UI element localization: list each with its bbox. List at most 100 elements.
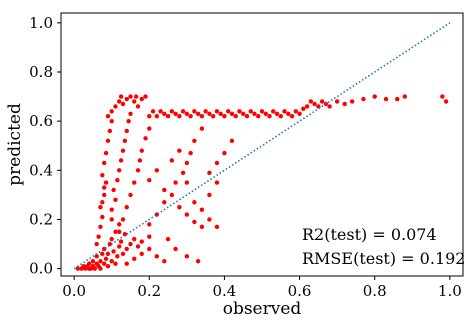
scatter-point xyxy=(109,109,114,114)
scatter-point xyxy=(147,246,152,252)
scatter-point xyxy=(162,187,167,193)
scatter-point xyxy=(158,109,163,114)
scatter-point xyxy=(126,118,131,124)
scatter-point xyxy=(132,99,137,104)
scatter-point xyxy=(100,214,105,220)
scatter-point xyxy=(124,261,129,266)
scatter-point xyxy=(147,234,152,239)
scatter-point xyxy=(177,148,182,153)
scatter-point xyxy=(402,94,407,99)
x-tick-label: 0.4 xyxy=(213,282,237,300)
scatter-point xyxy=(132,236,137,242)
scatter-point xyxy=(162,111,167,116)
scatter-point xyxy=(173,246,178,252)
scatter-point xyxy=(120,251,126,257)
scatter-point xyxy=(267,114,272,119)
scatter-point xyxy=(214,109,220,114)
scatter-point xyxy=(282,109,287,114)
scatter-point xyxy=(342,101,347,107)
scatter-point xyxy=(278,114,283,119)
scatter-point xyxy=(225,109,231,114)
scatter-point xyxy=(132,256,137,261)
scatter-point xyxy=(109,207,114,212)
scatter-point xyxy=(107,128,113,134)
scatter-point xyxy=(117,229,122,234)
scatter-point xyxy=(139,251,144,257)
scatter-point xyxy=(135,104,141,109)
scatter-point xyxy=(192,200,197,205)
scatter-point xyxy=(192,219,197,225)
ticks-layer: 0.0 0.2 0.4 0.6 0.8 1.0 0.0 0.2 0.4 0.6 0.8 1.0 xyxy=(29,14,462,300)
scatter-point xyxy=(135,244,141,249)
scatter-point xyxy=(98,224,103,230)
scatter-point xyxy=(100,173,105,178)
scatter-point xyxy=(184,180,190,185)
scatter-point xyxy=(96,234,101,239)
scatter-point xyxy=(199,126,205,131)
scatter-point xyxy=(154,168,159,173)
scatter-point xyxy=(207,217,212,222)
scatter-point xyxy=(184,254,190,259)
scatter-point xyxy=(105,263,111,269)
scatter-point xyxy=(111,187,116,193)
scatter-point xyxy=(117,168,122,173)
scatter-point xyxy=(113,104,118,109)
scatter-point xyxy=(162,259,167,264)
scatter-point xyxy=(117,244,122,249)
scatter-point xyxy=(94,254,99,259)
scatter-point xyxy=(122,138,128,144)
scatter-point xyxy=(120,101,126,107)
scatter-point xyxy=(195,111,201,116)
scatter-point xyxy=(195,259,201,264)
r2-annotation: R2(test) = 0.074 xyxy=(302,225,437,244)
scatter-point xyxy=(165,114,171,119)
scatter-point xyxy=(113,229,118,234)
scatter-point xyxy=(222,150,227,156)
scatter-point xyxy=(124,128,129,134)
scatter-point xyxy=(111,249,116,254)
scatter-point xyxy=(105,138,111,144)
scatter-point xyxy=(304,104,310,109)
scatter-point xyxy=(113,197,118,202)
scatter-point xyxy=(135,168,141,173)
scatter-point xyxy=(118,239,124,244)
x-tick-label: 0.8 xyxy=(363,282,387,300)
scatter-point xyxy=(128,241,133,247)
scatter-point xyxy=(154,114,159,119)
scatter-point xyxy=(244,114,250,119)
scatter-point xyxy=(120,217,126,222)
scatter-point xyxy=(109,236,114,242)
scatter-point xyxy=(137,158,143,163)
scatter-point xyxy=(98,259,103,264)
scatter-point xyxy=(308,99,314,104)
scatter-point xyxy=(443,99,449,104)
scatter-point xyxy=(293,109,299,114)
scatter-point xyxy=(103,256,109,261)
scatter-point xyxy=(120,148,126,153)
scatter-point xyxy=(184,212,190,217)
scatter-point xyxy=(252,111,257,116)
scatter-point xyxy=(105,251,111,257)
scatter-point xyxy=(98,266,103,271)
scatter-point xyxy=(289,114,295,119)
scatter-point xyxy=(327,104,332,109)
scatter-point xyxy=(259,109,265,114)
scatter-point xyxy=(169,158,175,163)
scatter-point xyxy=(361,96,366,102)
scatter-point xyxy=(102,185,107,190)
scatter-point xyxy=(113,261,118,266)
scatter-point xyxy=(154,254,159,259)
scatter-point xyxy=(222,114,227,119)
scatter-point xyxy=(199,114,205,119)
scatter-point xyxy=(263,111,268,116)
scatter-point xyxy=(237,109,242,114)
scatter-point xyxy=(109,118,114,124)
scatter-point xyxy=(180,170,186,175)
x-tick-label: 0.6 xyxy=(288,282,312,300)
scatter-point xyxy=(229,138,235,144)
scatter-point xyxy=(100,251,105,257)
scatter-point xyxy=(173,111,178,116)
scatter-point xyxy=(199,207,205,212)
scatter-point xyxy=(214,180,220,185)
scatter-point xyxy=(248,109,253,114)
